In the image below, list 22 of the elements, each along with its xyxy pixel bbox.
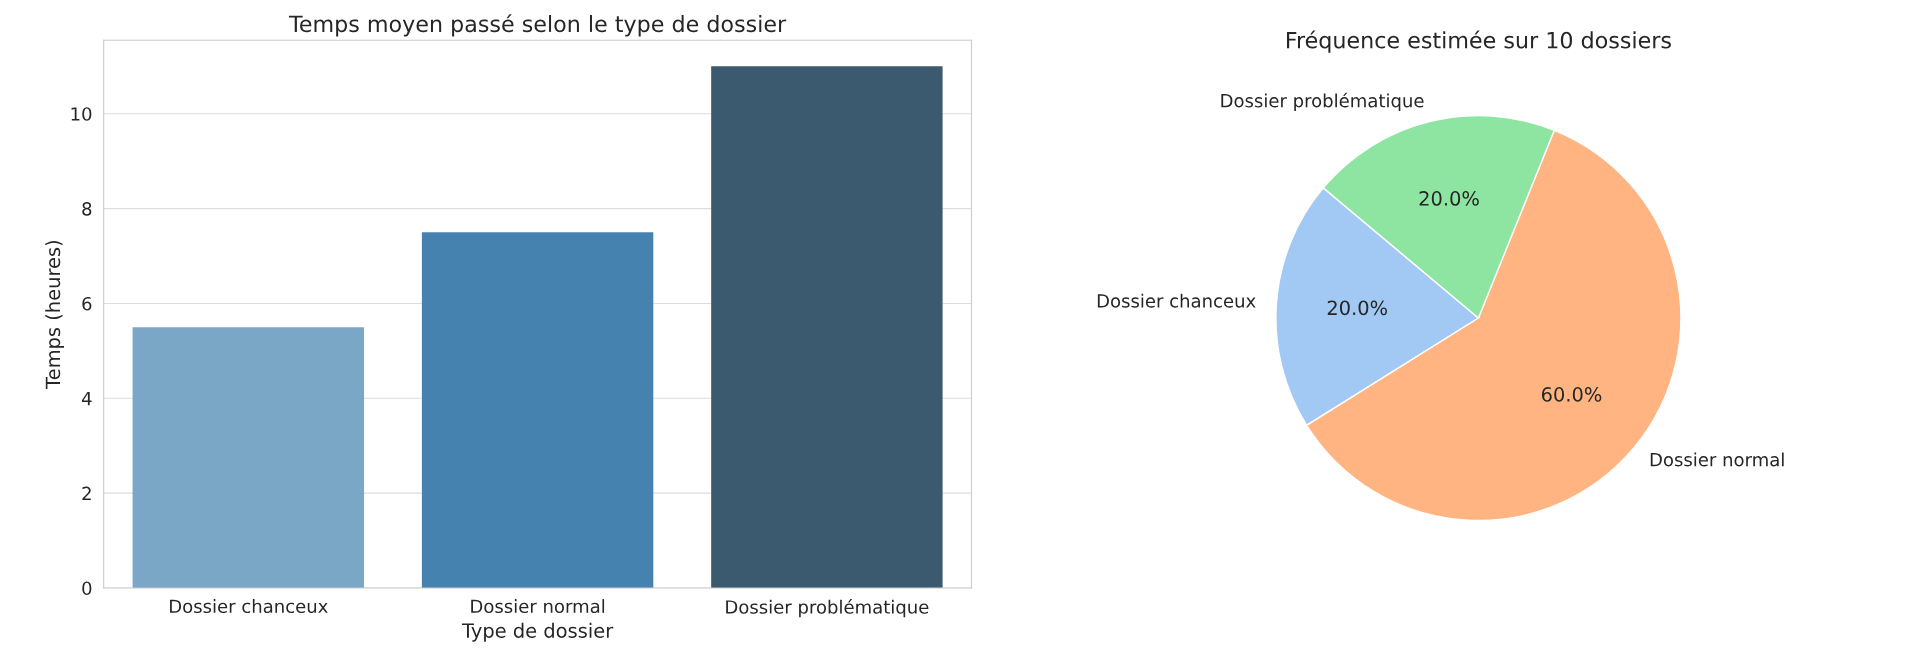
data-label: 20.0% xyxy=(1419,191,1479,206)
bar xyxy=(421,232,654,588)
y-tick-label: 0 xyxy=(82,581,92,596)
chart-title: Fréquence estimée sur 10 dossiers xyxy=(1286,30,1671,53)
bar xyxy=(711,66,943,588)
y-tick-label: 8 xyxy=(82,202,92,216)
y-tick-label: 4 xyxy=(81,391,92,406)
y-tick-label: 6 xyxy=(82,296,92,311)
y-tick-label: 2 xyxy=(82,486,91,500)
data-label: 60.0% xyxy=(1541,387,1602,402)
data-label: 20.0% xyxy=(1327,300,1388,316)
y-axis-title: Temps (heures) xyxy=(45,241,65,389)
slice-label: Dossier normal xyxy=(1650,452,1784,467)
x-axis-title: Type de dossier xyxy=(461,622,614,642)
slice-label: Dossier problématique xyxy=(1221,92,1424,111)
slice-label: Dossier chanceux xyxy=(1097,293,1256,308)
x-tick-label: Dossier chanceux xyxy=(170,599,328,614)
y-tick-label: 10 xyxy=(71,107,92,121)
x-tick-label: Dossier problématique xyxy=(726,599,929,618)
bar xyxy=(132,327,365,588)
chart-title: Temps moyen passé selon le type de dossier xyxy=(288,14,787,37)
x-tick-label: Dossier normal xyxy=(471,599,605,614)
